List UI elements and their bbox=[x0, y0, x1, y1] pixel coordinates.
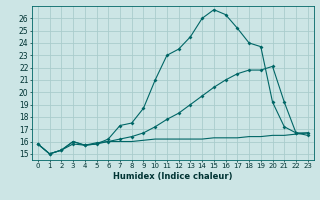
X-axis label: Humidex (Indice chaleur): Humidex (Indice chaleur) bbox=[113, 172, 233, 181]
